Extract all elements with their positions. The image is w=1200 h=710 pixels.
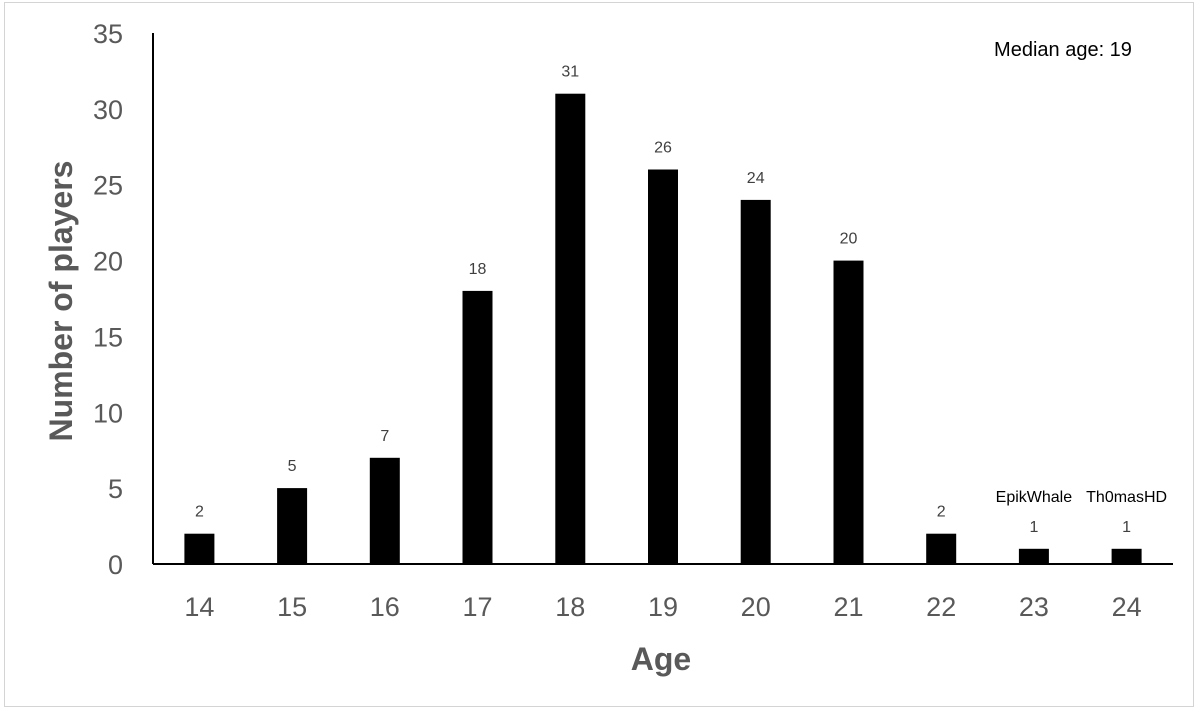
y-tick-label-35: 35	[93, 19, 123, 49]
x-tick-label-24: 24	[1112, 592, 1142, 622]
data-label-age-22: 2	[937, 504, 946, 521]
x-tick-label-14: 14	[184, 592, 214, 622]
bar-age-14	[184, 533, 215, 564]
x-axis-title: Age	[631, 641, 691, 677]
y-tick-label-25: 25	[93, 171, 123, 201]
y-tick-label-15: 15	[93, 322, 123, 352]
x-tick-label-15: 15	[277, 592, 307, 622]
x-tick-label-18: 18	[555, 592, 585, 622]
data-label-age-15: 5	[288, 458, 297, 475]
y-tick-labels: 0 5 10 15 20 25 30 35	[93, 19, 123, 580]
bar-age-22	[926, 533, 957, 564]
x-tick-label-23: 23	[1019, 592, 1049, 622]
median-annotation: Median age: 19	[994, 39, 1132, 61]
bar-age-15	[277, 488, 308, 564]
data-label-age-23: 1	[1029, 519, 1038, 536]
y-tick-label-5: 5	[108, 474, 123, 504]
x-tick-label-22: 22	[926, 592, 956, 622]
y-tick-label-30: 30	[93, 95, 123, 125]
x-tick-label-19: 19	[648, 592, 678, 622]
y-tick-label-0: 0	[108, 550, 123, 580]
data-label-age-18: 31	[561, 64, 579, 81]
data-label-age-17: 18	[469, 261, 487, 278]
bar-annotation-age-24: Th0masHD	[1086, 489, 1167, 506]
data-label-age-20: 24	[747, 170, 765, 187]
bar-age-16	[369, 457, 400, 564]
bars-group	[184, 93, 1142, 564]
bar-age-18	[555, 93, 586, 564]
data-label-age-14: 2	[195, 504, 204, 521]
x-tick-label-21: 21	[833, 592, 863, 622]
data-labels: 2 5 7 18 31 26 24 20 2 1 1	[195, 64, 1131, 536]
bar-age-17	[462, 290, 493, 564]
bar-annotation-age-23: EpikWhale	[996, 489, 1073, 506]
data-label-age-16: 7	[380, 428, 389, 445]
data-label-age-24: 1	[1122, 519, 1131, 536]
bar-annotations: EpikWhale Th0masHD	[996, 489, 1167, 506]
x-tick-label-17: 17	[462, 592, 492, 622]
bar-age-21	[833, 260, 864, 564]
x-tick-label-16: 16	[370, 592, 400, 622]
data-label-age-21: 20	[840, 231, 858, 248]
x-tick-labels: 14 15 16 17 18 19 20 21 22 23 24	[184, 592, 1141, 622]
y-tick-label-10: 10	[93, 398, 123, 428]
y-tick-label-20: 20	[93, 247, 123, 277]
bar-age-20	[740, 199, 771, 564]
bar-age-24	[1111, 548, 1142, 564]
data-label-age-19: 26	[654, 140, 672, 157]
y-axis-title: Number of players	[43, 161, 79, 442]
x-tick-label-20: 20	[741, 592, 771, 622]
bar-age-19	[648, 169, 678, 564]
bar-age-23	[1018, 548, 1049, 564]
